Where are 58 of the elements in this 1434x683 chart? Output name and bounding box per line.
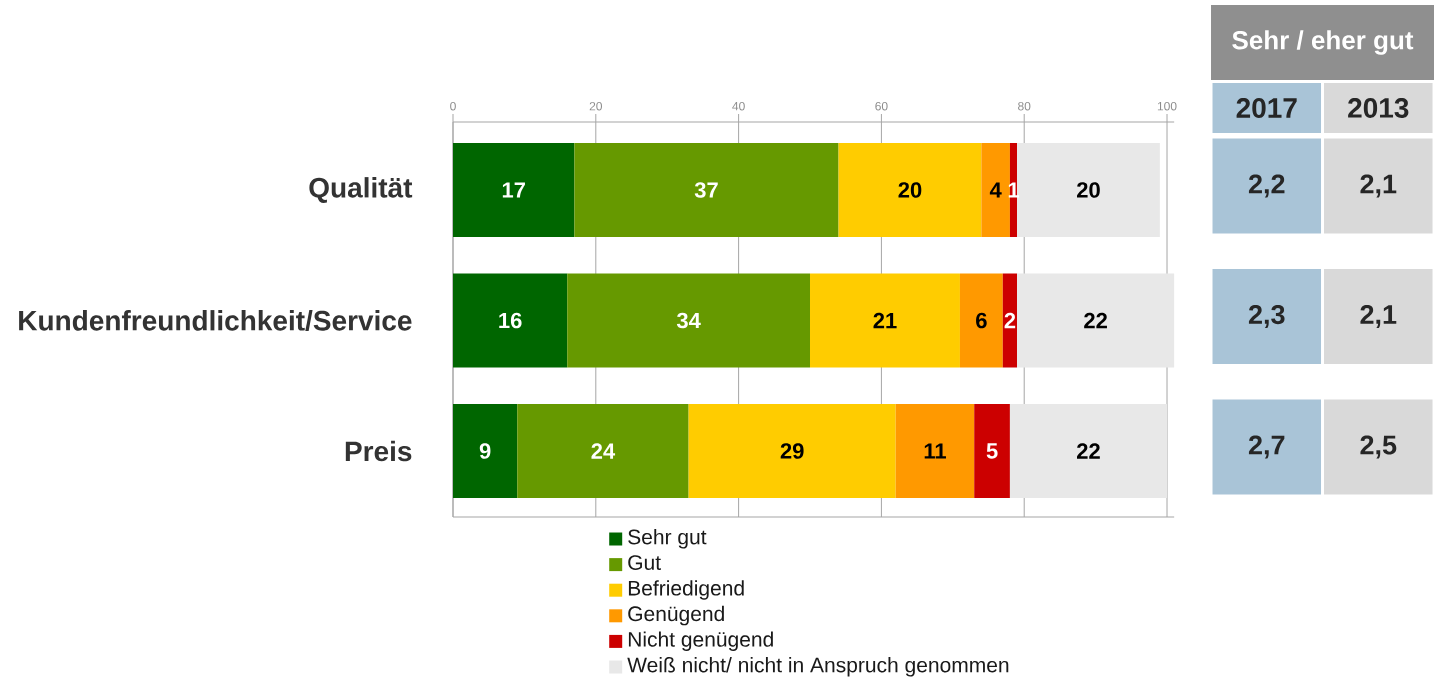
bar [974, 404, 1010, 498]
data-label: 21 [873, 312, 897, 329]
text: 2,1 [1360, 174, 1397, 198]
legend-label: Genügend [628, 605, 724, 626]
data-label: 20 [898, 182, 922, 198]
text: 2,3 [1248, 304, 1285, 329]
bar [453, 143, 575, 237]
bar [838, 143, 982, 237]
legend-label: Befriedigend [628, 580, 744, 600]
bar [981, 143, 1010, 237]
data-label: 6 [976, 312, 987, 329]
text: 2,5 [1360, 435, 1397, 459]
data-label: 22 [1077, 443, 1100, 459]
bar [1009, 404, 1168, 498]
bar [453, 273, 568, 368]
data-label: 17 [502, 182, 525, 198]
data-label: 9 [479, 443, 491, 459]
legend-label: Weiß nicht/ nicht in Anspruch genommen [627, 656, 1009, 677]
data-label: 37 [694, 182, 718, 198]
y-tick-label: Preis [345, 440, 412, 462]
data-label: 24 [591, 443, 616, 459]
category-label: 2017 [1236, 98, 1297, 118]
data-label: 4 [989, 182, 1002, 198]
bar [574, 143, 839, 237]
text: 2,2 [1248, 174, 1285, 198]
data-label: 11 [924, 443, 946, 459]
data-label: 5 [986, 443, 998, 459]
bar [567, 273, 810, 368]
data-label: 22 [1084, 312, 1107, 329]
legend-label: Gut [628, 555, 661, 571]
bar [517, 404, 689, 498]
legend-label: Nicht genügend [628, 631, 773, 651]
x-tick-label: 80 [1018, 101, 1031, 111]
bar [810, 273, 960, 368]
data-label: 2 [1004, 312, 1016, 329]
text: Sehr / eher gut [1232, 30, 1414, 55]
data-label: 20 [1077, 182, 1100, 198]
category-label: 2013 [1348, 98, 1409, 118]
x-tick-label: 60 [875, 101, 888, 111]
data-label: 29 [780, 443, 804, 459]
data-label: 16 [499, 312, 522, 329]
text: 2,7 [1248, 435, 1285, 459]
text: 2,1 [1360, 304, 1397, 329]
data-label: 34 [676, 312, 701, 329]
x-tick-label: 0 [450, 101, 456, 111]
bar [959, 273, 1003, 368]
bar [895, 404, 975, 498]
bar [1017, 143, 1160, 237]
x-tick-label: 20 [589, 101, 603, 111]
bar [453, 404, 518, 498]
bar [1017, 273, 1175, 368]
bar [1002, 273, 1018, 368]
y-tick-label: Qualität [309, 177, 413, 203]
y-tick-label: Kundenfreundlichkeit/Service [19, 310, 412, 331]
legend-label: Sehr gut [628, 528, 707, 549]
x-tick-label: 40 [732, 101, 745, 111]
x-tick-label: 100 [1157, 101, 1177, 111]
bar [688, 404, 896, 498]
